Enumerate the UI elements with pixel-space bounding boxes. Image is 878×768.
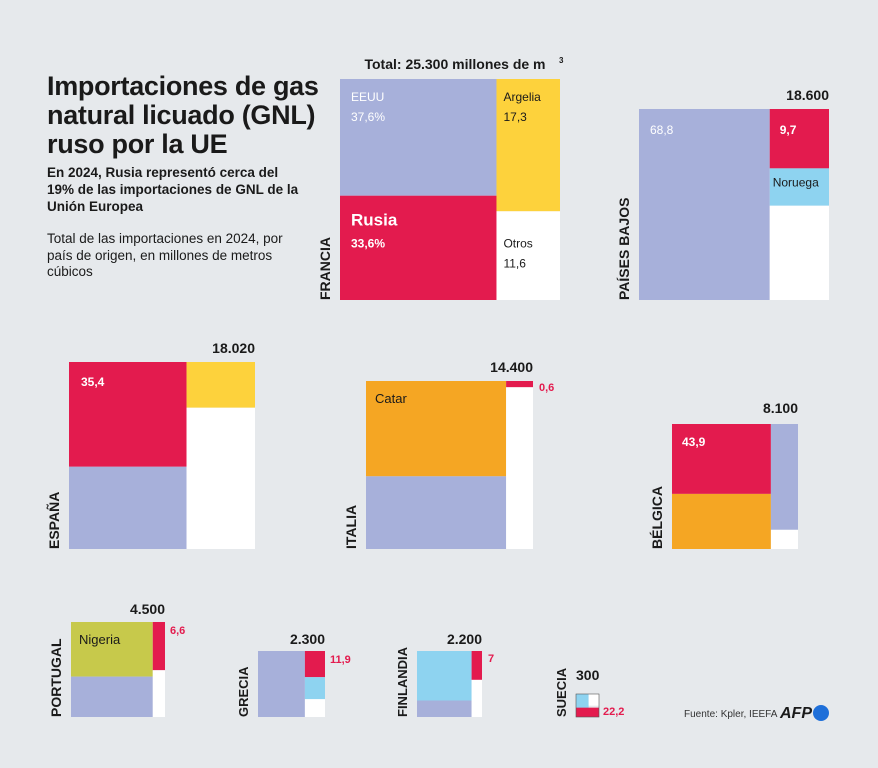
segment-otros-italia xyxy=(506,387,533,549)
segment-eeuu-italia xyxy=(366,476,507,549)
source-note: Fuente: Kpler, IEEFA xyxy=(684,709,778,720)
segment-argelia-espaa xyxy=(186,362,255,408)
segment-argelia-francia xyxy=(496,79,560,212)
segment-noruega-pasesbajos xyxy=(769,168,829,206)
segment-otros-francia xyxy=(496,211,560,300)
total-label-blgica: 8.100 xyxy=(763,400,798,416)
segment-label-noruega-pasesbajos: Noruega xyxy=(773,175,819,189)
total-label-grecia: 2.300 xyxy=(290,631,325,647)
segment-value-rusia-grecia: 11,9 xyxy=(330,654,351,666)
segment-value-eeuu-pasesbajos: 68,8 xyxy=(650,123,674,137)
segment-value-eeuu: 37,6% xyxy=(351,110,385,124)
chart-note: Total de las importaciones en 2024, por … xyxy=(47,231,283,279)
segment-rusia-pasesbajos xyxy=(769,109,829,169)
segment-rusia-portugal xyxy=(152,622,165,671)
total-label-francia: Total: 25.300 millones de m xyxy=(364,56,545,72)
segment-label-argelia: Argelia xyxy=(503,90,541,104)
country-label-grecia: GRECIA xyxy=(236,666,251,717)
segment-noruega-grecia xyxy=(304,677,325,700)
segment-rusia-suecia xyxy=(576,707,599,717)
country-label-blgica: BÉLGICA xyxy=(649,486,665,549)
segment-label-otros: Otros xyxy=(503,236,532,250)
segment-eeuu-finlandia xyxy=(417,700,472,717)
country-label-finlandia: FINLANDIA xyxy=(395,646,410,717)
country-label-portugal: PORTUGAL xyxy=(48,638,64,717)
country-label-pasesbajos: PAÍSES BAJOS xyxy=(616,198,632,300)
segment-eeuu-espaa xyxy=(69,466,187,549)
segment-value-rusia-pasesbajos: 9,7 xyxy=(780,123,797,137)
segment-nigeria-portugal xyxy=(71,622,153,677)
segment-otros-pasesbajos xyxy=(769,205,829,300)
segment-label-catar-italia: Catar xyxy=(375,391,407,406)
country-label-francia: FRANCIA xyxy=(317,237,333,300)
country-label-suecia: SUECIA xyxy=(554,667,569,717)
segment-eeuu-pasesbajos xyxy=(639,109,770,300)
segment-catar-blgica xyxy=(672,493,771,549)
total-label-espaa: 18.020 xyxy=(212,340,255,356)
country-label-italia: ITALIA xyxy=(343,505,359,549)
segment-otros-portugal xyxy=(152,670,165,717)
segment-label-nigeria-portugal: Nigeria xyxy=(79,632,121,647)
segment-catar-italia xyxy=(366,381,507,477)
segment-otros-finlandia xyxy=(471,679,482,717)
segment-rusia-espaa xyxy=(69,362,187,467)
chart-subtitle: En 2024, Rusia representó cerca del 19% … xyxy=(47,165,299,214)
total-label-finlandia: 2.200 xyxy=(447,631,482,647)
segment-value-rusia-blgica: 43,9 xyxy=(682,435,706,449)
segment-otros-grecia xyxy=(304,699,325,717)
segment-rusia-italia xyxy=(506,381,533,388)
total-label-italia: 14.400 xyxy=(490,359,533,375)
total-unit-superscript-francia: 3 xyxy=(559,56,564,65)
segment-label-rusia: Rusia xyxy=(351,211,398,230)
afp-logo: AFP xyxy=(780,705,812,722)
segment-value-rusia-finlandia: 7 xyxy=(488,653,494,665)
segment-value-argelia: 17,3 xyxy=(503,110,527,124)
segment-value-rusia-suecia: 22,2 xyxy=(603,706,624,718)
segment-eeuu-blgica xyxy=(770,424,798,530)
segment-rusia-grecia xyxy=(304,651,325,678)
segment-eeuu-francia xyxy=(340,79,497,196)
chart-title: Importaciones de gas natural licuado (GN… xyxy=(47,71,319,159)
total-label-pasesbajos: 18.600 xyxy=(786,87,829,103)
segment-rusia-finlandia xyxy=(471,651,482,680)
afp-logo-dot xyxy=(813,705,829,721)
segment-otros-espaa xyxy=(186,407,255,549)
segment-value-rusia-italia: 0,6 xyxy=(539,382,554,394)
country-label-espaa: ESPAÑA xyxy=(45,492,62,549)
segment-rusia-francia xyxy=(340,195,497,300)
segment-otros-suecia xyxy=(588,694,599,706)
segment-otros-blgica xyxy=(770,529,798,549)
segment-value-rusia-portugal: 6,6 xyxy=(170,625,185,637)
segment-eeuu-portugal xyxy=(71,676,153,717)
segment-eeuu-grecia xyxy=(258,651,305,717)
segment-value-rusia-espaa: 35,4 xyxy=(81,375,105,389)
segment-noruega-finlandia xyxy=(417,651,472,701)
box-outline-suecia xyxy=(575,693,600,718)
segment-label-eeuu: EEUU xyxy=(351,90,384,104)
total-label-portugal: 4.500 xyxy=(130,601,165,617)
segment-value-rusia: 33,6% xyxy=(351,237,385,251)
segment-value-otros: 11,6 xyxy=(503,256,526,270)
total-label-suecia: 300 xyxy=(576,667,600,683)
segment-rusia-blgica xyxy=(672,424,771,494)
